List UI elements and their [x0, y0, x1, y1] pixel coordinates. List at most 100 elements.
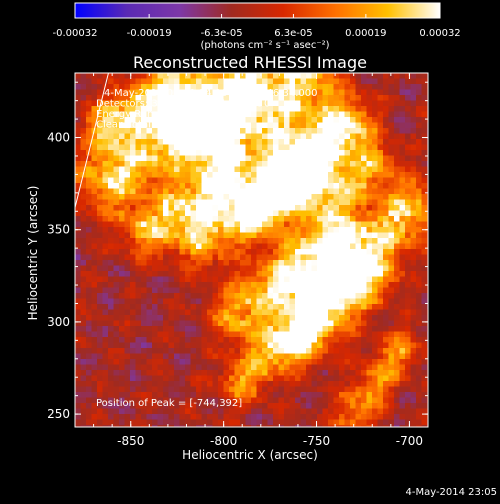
- heatmap-cell: [190, 419, 197, 426]
- heatmap-cell: [311, 128, 318, 134]
- heatmap-cell: [284, 337, 290, 343]
- heatmap-cell: [306, 282, 312, 288]
- heatmap-cell: [416, 172, 422, 178]
- heatmap-cell: [410, 364, 417, 371]
- heatmap-cell: [207, 392, 213, 398]
- heatmap-cell: [240, 100, 246, 107]
- heatmap-cell: [130, 260, 136, 266]
- heatmap-cell: [91, 161, 98, 167]
- heatmap-cell: [146, 111, 153, 118]
- heatmap-cell: [410, 183, 417, 189]
- heatmap-cell: [333, 227, 340, 233]
- heatmap-cell: [256, 188, 263, 195]
- heatmap-cell: [174, 397, 180, 404]
- heatmap-cell: [311, 117, 318, 123]
- heatmap-cell: [113, 243, 120, 250]
- heatmap-cell: [157, 353, 164, 360]
- heatmap-cell: [251, 232, 257, 239]
- heatmap-cell: [278, 293, 285, 299]
- heatmap-cell: [190, 271, 197, 277]
- heatmap-cell: [119, 84, 125, 90]
- heatmap-cell: [157, 128, 164, 134]
- heatmap-cell: [361, 227, 367, 233]
- heatmap-cell: [322, 403, 329, 409]
- heatmap-cell: [152, 194, 158, 200]
- heatmap-cell: [97, 298, 103, 305]
- heatmap-cell: [355, 265, 362, 272]
- heatmap-cell: [256, 155, 263, 162]
- heatmap-cell: [163, 216, 169, 222]
- heatmap-cell: [317, 172, 323, 178]
- heatmap-cell: [311, 293, 318, 299]
- heatmap-cell: [267, 139, 274, 145]
- heatmap-cell: [322, 166, 329, 173]
- heatmap-cell: [388, 100, 395, 107]
- heatmap-cell: [135, 133, 142, 140]
- heatmap-cell: [75, 298, 81, 305]
- heatmap-cell: [339, 337, 345, 343]
- heatmap-cell: [295, 309, 301, 316]
- heatmap-cell: [339, 320, 345, 327]
- heatmap-cell: [284, 216, 290, 222]
- heatmap-cell: [163, 183, 169, 189]
- heatmap-cell: [229, 348, 235, 354]
- heatmap-cell: [322, 359, 329, 365]
- heatmap-cell: [273, 238, 279, 244]
- heatmap-cell: [234, 133, 241, 140]
- heatmap-cell: [366, 216, 373, 222]
- heatmap-cell: [86, 364, 92, 371]
- heatmap-cell: [421, 161, 428, 167]
- heatmap-cell: [196, 106, 202, 112]
- heatmap-cell: [251, 408, 257, 415]
- heatmap-cell: [405, 260, 411, 266]
- heatmap-cell: [262, 419, 268, 426]
- heatmap-cell: [355, 397, 362, 404]
- plot-frame: [74, 72, 429, 428]
- heatmap-cell: [113, 414, 120, 420]
- heatmap-cell: [383, 144, 389, 151]
- heatmap-cell: [240, 276, 246, 283]
- heatmap-cell: [185, 89, 191, 96]
- heatmap-cell: [207, 100, 213, 107]
- heatmap-cell: [361, 144, 367, 151]
- heatmap-cell: [322, 133, 329, 140]
- heatmap-cell: [366, 254, 373, 261]
- heatmap-cell: [289, 238, 296, 244]
- heatmap-cell: [212, 194, 219, 200]
- heatmap-cell: [317, 133, 323, 140]
- heatmap-cell: [262, 276, 268, 283]
- heatmap-cell: [240, 128, 246, 134]
- heatmap-cell: [355, 78, 362, 85]
- heatmap-cell: [179, 298, 186, 305]
- x-tick-label: -750: [303, 434, 330, 448]
- heatmap-cell: [86, 337, 92, 343]
- heatmap-cell: [190, 320, 197, 327]
- heatmap-cell: [124, 199, 131, 206]
- heatmap-cell: [273, 408, 279, 415]
- heatmap-cell: [108, 254, 114, 261]
- heatmap-cell: [251, 95, 257, 101]
- heatmap-cell: [399, 293, 406, 299]
- heatmap-cell: [190, 177, 197, 184]
- heatmap-cell: [119, 122, 125, 129]
- heatmap-cell: [157, 89, 164, 96]
- heatmap-cell: [157, 161, 164, 167]
- heatmap-cell: [108, 348, 114, 354]
- heatmap-cell: [240, 370, 246, 376]
- heatmap-cell: [229, 326, 235, 332]
- heatmap-cell: [251, 271, 257, 277]
- heatmap-cell: [317, 216, 323, 222]
- heatmap-cell: [256, 260, 263, 266]
- heatmap-cell: [163, 89, 169, 96]
- heatmap-cell: [201, 128, 208, 134]
- heatmap-cell: [289, 232, 296, 239]
- heatmap-cell: [141, 232, 147, 239]
- heatmap-cell: [317, 414, 323, 420]
- heatmap-cell: [218, 408, 224, 415]
- heatmap-cell: [212, 183, 219, 189]
- heatmap-cell: [86, 419, 92, 426]
- heatmap-cell: [185, 375, 191, 382]
- heatmap-cell: [119, 331, 125, 338]
- heatmap-cell: [113, 287, 120, 294]
- heatmap-cell: [284, 78, 290, 85]
